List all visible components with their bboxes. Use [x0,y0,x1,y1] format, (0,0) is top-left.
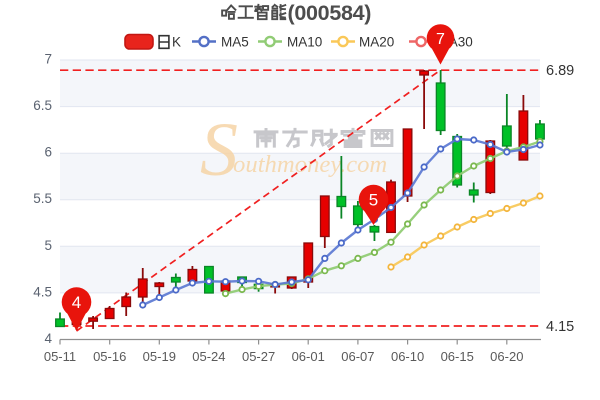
svg-text:06-10: 06-10 [391,349,424,364]
svg-text:5.5: 5.5 [33,191,52,206]
svg-text:MA10: MA10 [287,35,322,50]
svg-text:05-19: 05-19 [143,349,176,364]
svg-text:4.5: 4.5 [33,284,52,299]
svg-text:6.89: 6.89 [546,63,574,79]
svg-text:05-16: 05-16 [93,349,126,364]
svg-text:06-15: 06-15 [441,349,474,364]
svg-text:4: 4 [72,293,81,312]
svg-text:06-01: 06-01 [292,349,325,364]
svg-text:outhmoney.com: outhmoney.com [233,151,387,178]
svg-text:(000584): (000584) [288,1,372,25]
svg-text:06-20: 06-20 [490,349,523,364]
svg-text:05-11: 05-11 [44,349,76,364]
svg-text:7: 7 [44,52,52,67]
svg-text:MA5: MA5 [221,35,249,50]
svg-text:6: 6 [44,145,52,160]
svg-text:5: 5 [44,238,52,253]
svg-text:4.15: 4.15 [546,319,574,335]
svg-text:06-07: 06-07 [341,349,374,364]
svg-text:MA20: MA20 [359,35,394,50]
svg-text:6.5: 6.5 [33,98,52,113]
svg-text:05-27: 05-27 [242,349,275,364]
svg-text:05-24: 05-24 [192,349,225,364]
svg-text:4: 4 [44,331,52,346]
svg-text:K: K [172,35,181,50]
svg-text:5: 5 [369,191,378,210]
svg-text:7: 7 [436,31,445,48]
svg-text:S: S [200,108,238,192]
